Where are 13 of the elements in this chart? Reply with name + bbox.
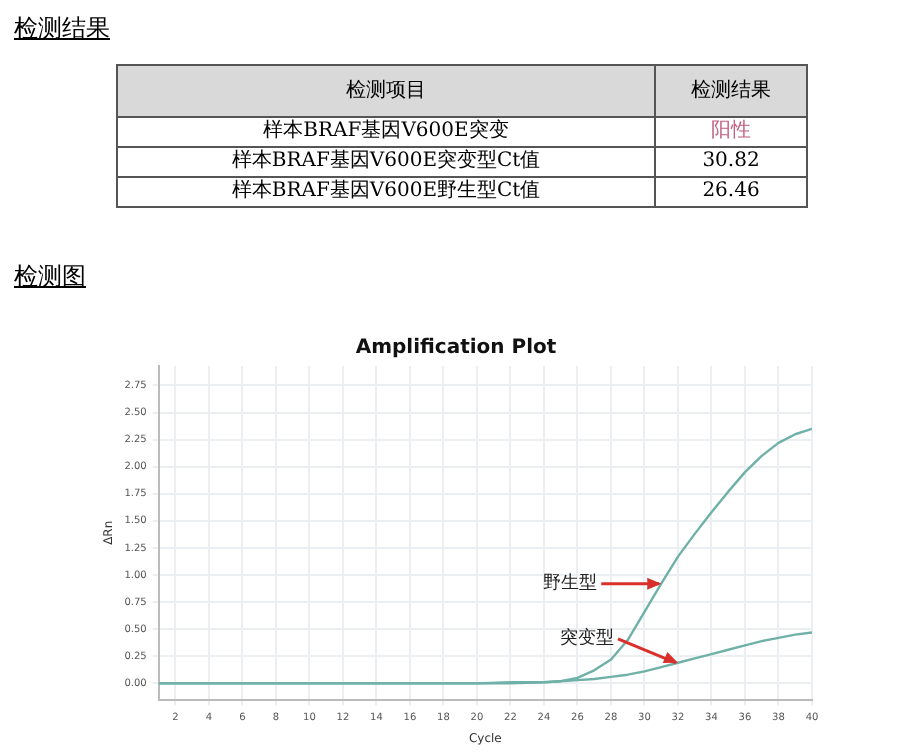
- text: 检测图: [14, 260, 86, 294]
- chart-title: Amplification Plot: [355, 337, 557, 360]
- text: 样本BRAF基因V600E突变: [117, 117, 656, 147]
- annotation: 突变型: [559, 627, 614, 650]
- text: 阳性: [655, 117, 807, 147]
- text: 样本BRAF基因V600E野生型Ct值: [117, 177, 656, 207]
- text: 样本BRAF基因V600E突变型Ct值: [117, 147, 656, 177]
- text: 30.82: [655, 147, 807, 177]
- text: 检测结果: [14, 12, 110, 46]
- text: 检测结果: [655, 65, 807, 117]
- text: 26.46: [655, 177, 807, 207]
- annotation: 野生型: [543, 572, 598, 595]
- text: 检测项目: [117, 65, 656, 117]
